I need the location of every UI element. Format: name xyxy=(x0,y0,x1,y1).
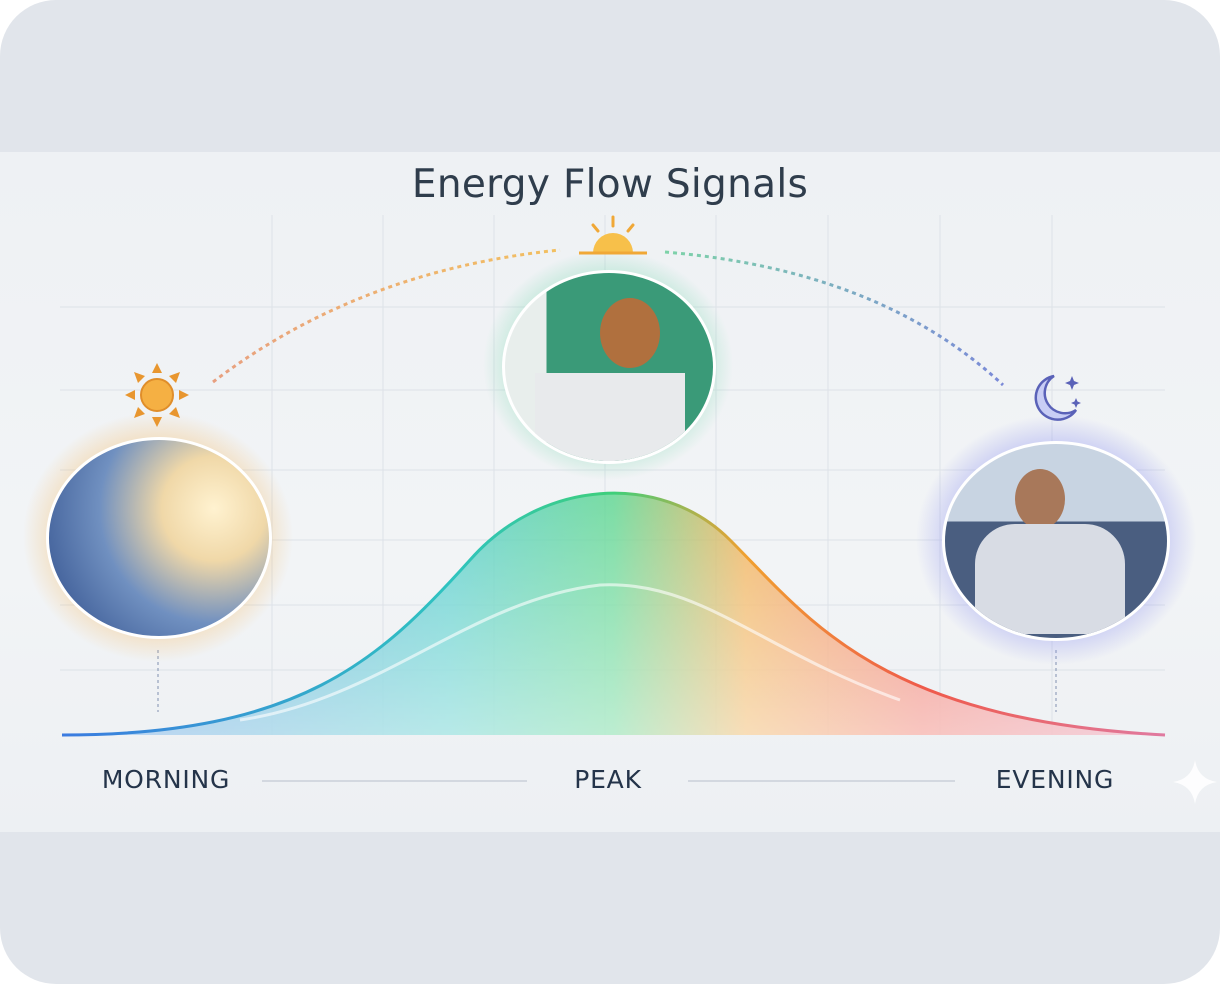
arc-morning-to-peak xyxy=(212,248,561,384)
stage-label-evening: EVENING xyxy=(995,765,1115,794)
sun-icon xyxy=(125,363,189,427)
stage-label-peak: PEAK xyxy=(574,765,642,794)
page-title: Energy Flow Signals xyxy=(411,162,809,207)
energy-wave xyxy=(239,583,901,722)
stage-label-morning: MORNING xyxy=(101,765,231,794)
sparkle-icon xyxy=(1173,760,1217,804)
moon-stars-icon xyxy=(1034,374,1081,421)
woman-working-laptop-photo xyxy=(502,270,716,464)
person-stretching-photo xyxy=(46,437,272,639)
sunrise-icon xyxy=(579,215,647,255)
man-relaxing-sofa-photo xyxy=(942,441,1170,641)
